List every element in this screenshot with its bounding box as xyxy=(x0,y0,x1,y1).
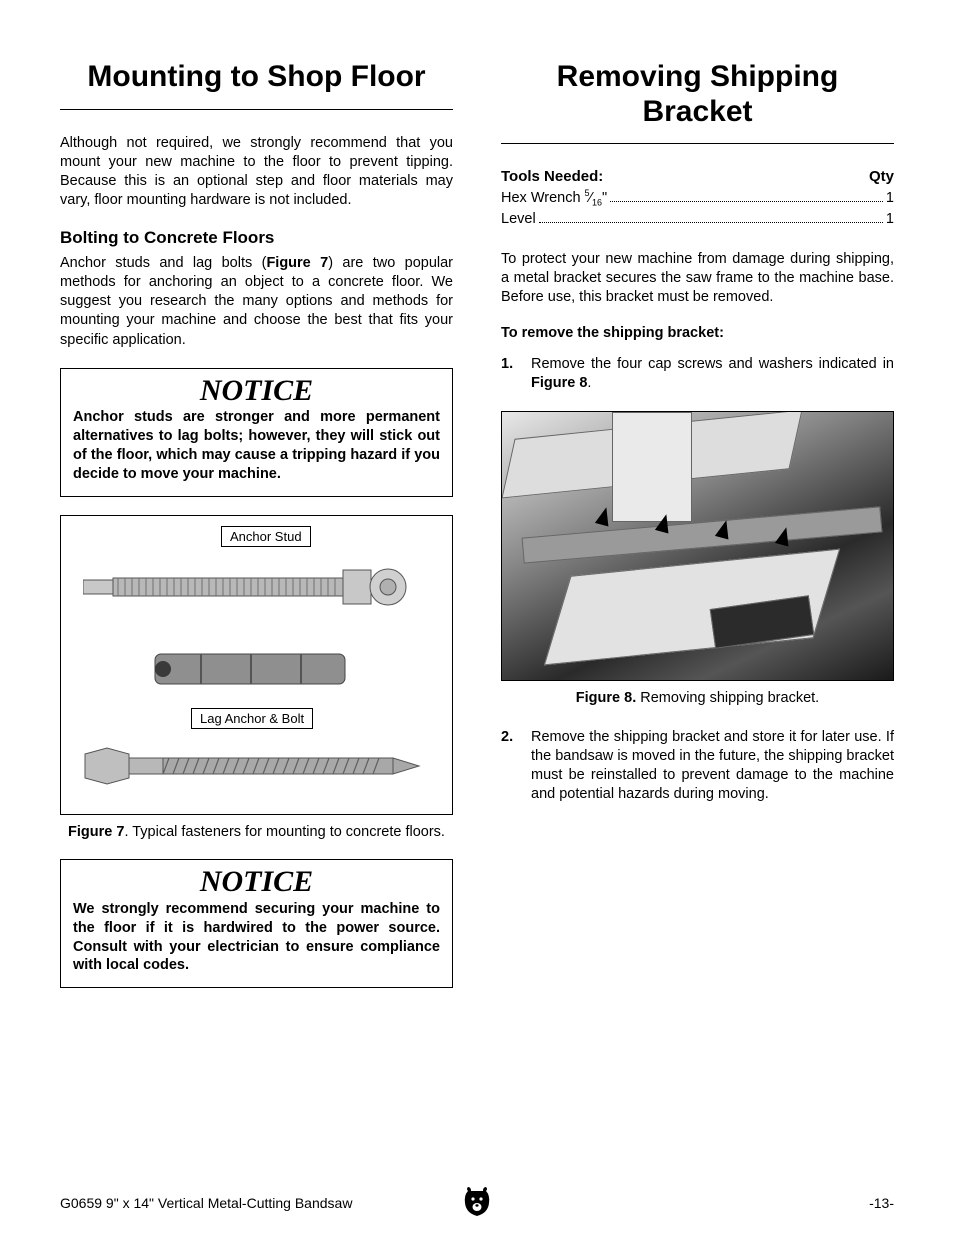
figure7-label-lag-anchor: Lag Anchor & Bolt xyxy=(191,708,313,729)
figure8-caption: Figure 8. Removing shipping bracket. xyxy=(501,689,894,708)
figure7-caption-rest: . Typical fasteners for mounting to conc… xyxy=(124,824,445,840)
figure7-label-anchor-stud: Anchor Stud xyxy=(221,526,311,547)
right-title-rule xyxy=(501,143,894,144)
notice1-body: Anchor studs are stronger and more perma… xyxy=(73,408,440,483)
notice1-title: NOTICE xyxy=(73,375,440,407)
tool-qty: 1 xyxy=(886,188,894,208)
tool-row-level: Level 1 xyxy=(501,209,894,229)
notice-box-2: NOTICE We strongly recommend securing yo… xyxy=(60,859,453,988)
figure8-photo xyxy=(501,411,894,681)
figure8-caption-rest: Removing shipping bracket. xyxy=(636,690,819,706)
left-title-rule xyxy=(60,109,453,110)
steps-list: Remove the four cap screws and washers i… xyxy=(501,355,894,393)
right-column: Removing Shipping Bracket Tools Needed: … xyxy=(501,60,894,988)
lag-bolt-illustration xyxy=(83,744,423,788)
left-intro-paragraph: Although not required, we strongly recom… xyxy=(60,134,453,211)
footer-logo xyxy=(464,1187,490,1220)
figure8-caption-bold: Figure 8. xyxy=(576,690,636,706)
tools-qty-label: Qty xyxy=(869,168,894,185)
step-1: Remove the four cap screws and washers i… xyxy=(501,355,894,393)
bolting-subhead: Bolting to Concrete Floors xyxy=(60,228,453,248)
tools-needed-label: Tools Needed: xyxy=(501,168,603,185)
footer-left-text: G0659 9" x 14" Vertical Metal-Cutting Ba… xyxy=(60,1195,352,1211)
left-section-title: Mounting to Shop Floor xyxy=(60,60,453,95)
leader-dots xyxy=(610,189,883,202)
figure7-caption: Figure 7. Typical fasteners for mounting… xyxy=(60,823,453,842)
figure8-ref: Figure 8 xyxy=(531,375,587,391)
bolting-paragraph: Anchor studs and lag bolts (Figure 7) ar… xyxy=(60,254,453,350)
tool-row-hex-wrench: Hex Wrench 5⁄16" 1 xyxy=(501,187,894,209)
figure7-caption-bold: Figure 7 xyxy=(68,824,124,840)
figure7-ref: Figure 7 xyxy=(266,255,328,271)
procedure-heading: To remove the shipping bracket: xyxy=(501,325,894,341)
notice2-title: NOTICE xyxy=(73,866,440,898)
lag-anchor-illustration xyxy=(151,644,351,694)
page-footer: G0659 9" x 14" Vertical Metal-Cutting Ba… xyxy=(60,1195,894,1211)
tool-name: Level xyxy=(501,209,536,229)
two-column-layout: Mounting to Shop Floor Although not requ… xyxy=(60,60,894,988)
figure7-box: Anchor Stud Lag Anchor & Bolt xyxy=(60,515,453,815)
step-2: Remove the shipping bracket and store it… xyxy=(501,728,894,805)
notice-box-1: NOTICE Anchor studs are stronger and mor… xyxy=(60,368,453,497)
tool-name: Hex Wrench 5⁄16" xyxy=(501,187,607,209)
steps-list-2: Remove the shipping bracket and store it… xyxy=(501,728,894,805)
tool-qty: 1 xyxy=(886,209,894,229)
right-section-title: Removing Shipping Bracket xyxy=(501,60,894,129)
notice2-body: We strongly recommend securing your mach… xyxy=(73,900,440,975)
anchor-stud-illustration xyxy=(83,564,413,610)
footer-page-number: -13- xyxy=(869,1195,894,1211)
right-intro-paragraph: To protect your new machine from damage … xyxy=(501,250,894,307)
bear-icon xyxy=(464,1187,490,1217)
tools-header-row: Tools Needed: Qty xyxy=(501,168,894,185)
bolting-text-prefix: Anchor studs and lag bolts ( xyxy=(60,255,266,271)
leader-dots xyxy=(539,210,883,223)
left-column: Mounting to Shop Floor Although not requ… xyxy=(60,60,453,988)
